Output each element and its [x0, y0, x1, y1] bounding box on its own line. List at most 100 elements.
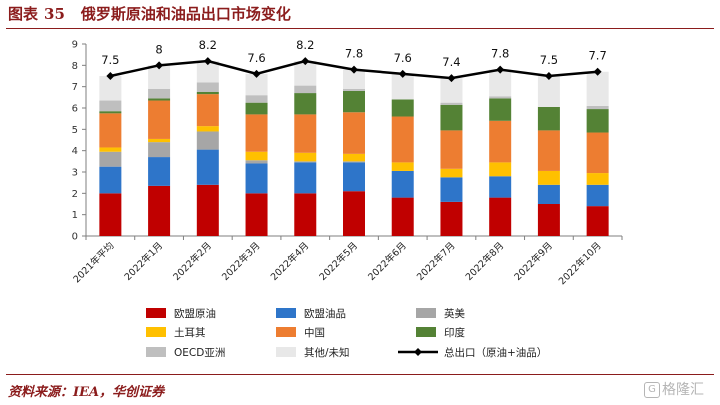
bar-segment	[196, 82, 219, 92]
bar-segment	[343, 88, 365, 91]
bar-segment	[99, 111, 122, 114]
bar-segment	[586, 105, 609, 110]
bar-segment	[196, 92, 219, 95]
bar-segment	[343, 112, 365, 154]
legend-label: 总出口（原油+油品）	[444, 346, 547, 359]
bar-segment	[343, 153, 365, 162]
figure-label: 图表	[8, 5, 39, 23]
bar-segment	[294, 61, 317, 86]
bar-segment	[245, 114, 268, 152]
figure-title: 图表 35 俄罗斯原油和油品出口市场变化	[8, 3, 291, 24]
bar-segment	[343, 90, 365, 113]
total-export-label: 8	[155, 42, 162, 56]
total-export-label: 7.5	[101, 53, 119, 67]
x-tick-label: 2022年6月	[366, 240, 409, 283]
bar-segment	[245, 95, 268, 103]
legend-swatch	[416, 327, 436, 337]
legend-label: 印度	[444, 326, 465, 339]
x-tick-label: 2022年10月	[556, 240, 604, 288]
figure-number: 35	[44, 5, 65, 23]
bar-segment	[440, 78, 463, 103]
bar-segment	[148, 157, 171, 186]
bar-segment	[196, 131, 219, 150]
title-rule	[6, 28, 714, 29]
bar-segment	[537, 184, 560, 204]
y-tick-label: 0	[72, 232, 78, 243]
bar-segment	[440, 177, 463, 202]
bar-segment	[586, 173, 609, 185]
bar-segment	[148, 185, 171, 236]
total-export-label: 7.8	[345, 47, 363, 61]
bar-segment	[245, 151, 268, 161]
bar-segment	[489, 120, 512, 163]
bar-segment	[99, 147, 122, 152]
total-export-label: 8.2	[296, 38, 314, 52]
bar-segment	[343, 191, 365, 236]
bar-segment	[489, 98, 512, 121]
legend-label: 欧盟原油	[174, 307, 216, 320]
bar-segment	[537, 204, 560, 236]
legend-label: 中国	[304, 326, 325, 339]
bar-segment	[245, 102, 268, 115]
bar-segment	[586, 184, 609, 207]
total-export-label: 8.2	[199, 38, 217, 52]
total-export-marker	[203, 57, 212, 66]
bar-segment	[196, 149, 219, 185]
source-note: 资料来源：IEA，华创证券	[8, 385, 165, 400]
bar-segment	[391, 197, 414, 236]
total-export-label: 7.6	[394, 51, 412, 65]
x-tick-label: 2022年8月	[463, 240, 506, 283]
bar-segment	[245, 160, 268, 164]
bar-segment	[440, 102, 463, 105]
footer-rule	[6, 374, 714, 375]
y-tick-label: 4	[72, 146, 78, 157]
legend-label: 英美	[444, 307, 465, 320]
legend-swatch	[276, 327, 296, 337]
total-export-marker	[252, 69, 261, 78]
watermark-text: 格隆汇	[662, 382, 704, 398]
bar-segment	[99, 193, 122, 236]
x-tick-label: 2022年2月	[171, 240, 214, 283]
y-tick-label: 1	[72, 210, 78, 221]
bar-segment	[440, 201, 463, 236]
legend-label: 土耳其	[174, 326, 206, 339]
bar-segment	[537, 106, 560, 131]
bar-segment	[391, 170, 414, 198]
total-export-marker	[496, 65, 505, 74]
bar-segment	[440, 104, 463, 131]
bar-segment	[489, 176, 512, 198]
bar-segment	[196, 184, 219, 236]
bar-segment	[391, 73, 414, 100]
watermark-logo-icon: G	[644, 382, 660, 398]
bar-segment	[294, 161, 317, 163]
bar-segment	[489, 69, 512, 97]
x-tick-label: 2022年1月	[122, 240, 165, 283]
total-export-label: 7.7	[588, 49, 606, 63]
total-export-label: 7.6	[247, 51, 265, 65]
total-export-marker	[106, 72, 115, 80]
y-tick-label: 7	[72, 82, 78, 93]
bar-segment	[586, 71, 609, 106]
total-export-marker	[155, 61, 164, 70]
bar-segment	[489, 162, 512, 177]
bar-segment	[148, 100, 171, 139]
bar-segment	[537, 76, 560, 107]
total-export-marker	[398, 69, 407, 78]
bar-segment	[148, 142, 171, 158]
legend-swatch	[146, 347, 166, 357]
x-tick-label: 2022年4月	[268, 240, 311, 283]
bar-segment	[440, 130, 463, 169]
bar-segment	[294, 85, 317, 94]
bar-segment	[294, 93, 317, 115]
bar-segment	[196, 126, 219, 132]
bar-segment	[148, 98, 171, 101]
chart: 0 1 2 3 4 5 6 7 8 9 7.5 8 8.2 7.6 8.2 7.8 7.6 7.4 7.8 7.5 7.…	[71, 38, 623, 359]
bar-segment	[343, 162, 365, 192]
bar-segment	[99, 166, 122, 194]
bar-segment	[294, 193, 317, 236]
legend-label: OECD亚洲	[174, 347, 225, 359]
legend-swatch	[416, 308, 436, 318]
bar-segment	[294, 114, 317, 153]
figure-title-text: 俄罗斯原油和油品出口市场变化	[80, 5, 291, 23]
x-tick-label: 2022年9月	[512, 240, 555, 283]
